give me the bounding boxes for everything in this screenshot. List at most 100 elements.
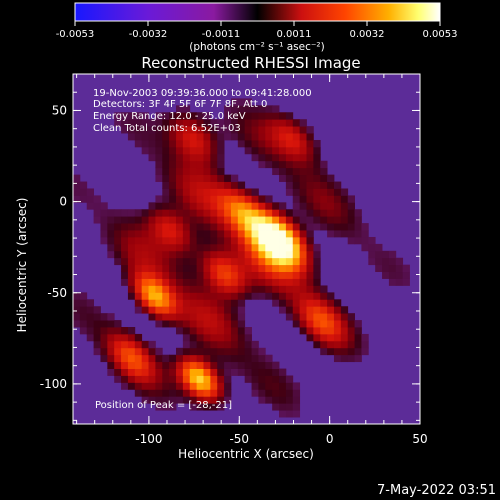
heatmap-cell bbox=[210, 216, 218, 224]
heatmap-cell bbox=[251, 133, 259, 141]
heatmap-cell bbox=[169, 133, 177, 141]
heatmap-cell bbox=[347, 195, 355, 203]
heatmap-cell bbox=[299, 236, 307, 245]
heatmap-cell bbox=[162, 230, 170, 238]
heatmap-cell bbox=[141, 354, 149, 363]
heatmap-cell bbox=[141, 257, 149, 266]
heatmap-cell bbox=[196, 119, 204, 127]
heatmap-cell bbox=[230, 119, 239, 127]
heatmap-cell bbox=[176, 306, 184, 314]
heatmap-cell bbox=[189, 368, 198, 376]
heatmap-cell bbox=[237, 257, 246, 266]
heatmap-cell bbox=[272, 230, 280, 238]
heatmap-cell bbox=[162, 188, 170, 196]
heatmap-cell bbox=[79, 306, 88, 314]
heatmap-cell bbox=[169, 278, 177, 286]
heatmap-cell bbox=[148, 236, 156, 245]
heatmap-cell bbox=[127, 340, 136, 349]
heatmap-cell bbox=[292, 285, 301, 293]
heatmap-cell bbox=[169, 313, 177, 321]
heatmap-cell bbox=[162, 250, 170, 259]
axis-ticks: -100 -50 0 50 -100 -50 0 50 bbox=[40, 73, 428, 446]
heatmap-cell bbox=[299, 174, 307, 182]
heatmap-cell bbox=[320, 347, 328, 356]
heatmap-cell bbox=[279, 146, 287, 155]
heatmap-cell bbox=[210, 223, 218, 231]
heatmap-cell bbox=[127, 126, 136, 134]
heatmap-cell bbox=[162, 209, 170, 217]
heatmap-cell bbox=[107, 216, 115, 224]
heatmap-cell bbox=[182, 306, 191, 314]
heatmap-cell bbox=[121, 333, 129, 342]
heatmap-cell bbox=[176, 216, 184, 224]
heatmap-cell bbox=[127, 271, 136, 279]
heatmap-cell bbox=[306, 299, 314, 307]
heatmap-cell bbox=[210, 243, 218, 252]
heatmap-cell bbox=[210, 347, 218, 356]
heatmap-cell bbox=[148, 306, 156, 314]
heatmap-cell bbox=[217, 333, 225, 342]
heatmap-cell bbox=[237, 271, 246, 279]
heatmap-cell bbox=[148, 313, 156, 321]
heatmap-cell bbox=[299, 292, 307, 300]
heatmap-cell bbox=[388, 250, 397, 259]
x-tick-label: -100 bbox=[135, 432, 162, 446]
heatmap-cell bbox=[169, 250, 177, 259]
heatmap-cell bbox=[354, 223, 362, 231]
heatmap-cell bbox=[141, 243, 149, 252]
heatmap-cell bbox=[203, 230, 211, 238]
heatmap-cell bbox=[285, 410, 294, 418]
heatmap-cell bbox=[237, 264, 246, 273]
heatmap-cell bbox=[203, 243, 211, 252]
heatmap-cell bbox=[162, 361, 170, 369]
heatmap-cell bbox=[155, 236, 163, 245]
heatmap-cell bbox=[224, 236, 232, 245]
heatmap-cell bbox=[279, 243, 287, 252]
heatmap-cell bbox=[230, 285, 239, 293]
heatmap-cell bbox=[182, 209, 191, 217]
heatmap-cell bbox=[155, 174, 163, 182]
heatmap-cell bbox=[292, 403, 301, 411]
heatmap-cell bbox=[361, 340, 369, 349]
heatmap-cell bbox=[327, 333, 335, 342]
heatmap-cell bbox=[285, 299, 294, 307]
heatmap-cell bbox=[217, 133, 225, 141]
heatmap-cell bbox=[217, 216, 225, 224]
heatmap-cell bbox=[114, 230, 122, 238]
heatmap-cell bbox=[189, 306, 198, 314]
heatmap-cell bbox=[320, 223, 328, 231]
heatmap-cell bbox=[134, 389, 143, 397]
heatmap-cell bbox=[340, 188, 349, 196]
heatmap-cell bbox=[100, 340, 108, 349]
heatmap-cell bbox=[148, 153, 156, 162]
heatmap-cell bbox=[368, 250, 376, 259]
heatmap-cell bbox=[134, 230, 143, 238]
heatmap-cell bbox=[279, 389, 287, 397]
heatmap-cell bbox=[224, 306, 232, 314]
heatmap-cell bbox=[272, 382, 280, 390]
heatmap-cell bbox=[313, 299, 321, 307]
heatmap-cell bbox=[217, 285, 225, 293]
heatmap-cell bbox=[313, 292, 321, 300]
heatmap-cell bbox=[107, 368, 115, 376]
heatmap-cell bbox=[176, 174, 184, 182]
heatmap-cell bbox=[121, 126, 129, 134]
heatmap-cell bbox=[251, 139, 259, 148]
heatmap-cell bbox=[292, 181, 301, 189]
heatmap-cell bbox=[251, 389, 259, 397]
heatmap-cell bbox=[196, 250, 204, 259]
heatmap-cell bbox=[292, 133, 301, 141]
heatmap-cell bbox=[114, 236, 122, 245]
heatmap-cell bbox=[176, 299, 184, 307]
heatmap-cell bbox=[217, 119, 225, 127]
heatmap-cell bbox=[162, 153, 170, 162]
heatmap-cell bbox=[182, 119, 191, 127]
heatmap-cell bbox=[272, 389, 280, 397]
heatmap-cell bbox=[299, 202, 307, 210]
heatmap-cell bbox=[182, 278, 191, 286]
heatmap-cell bbox=[258, 264, 266, 273]
heatmap-cell bbox=[148, 368, 156, 376]
heatmap-cell bbox=[279, 236, 287, 245]
heatmap-cell bbox=[313, 202, 321, 210]
heatmap-cell bbox=[162, 119, 170, 127]
